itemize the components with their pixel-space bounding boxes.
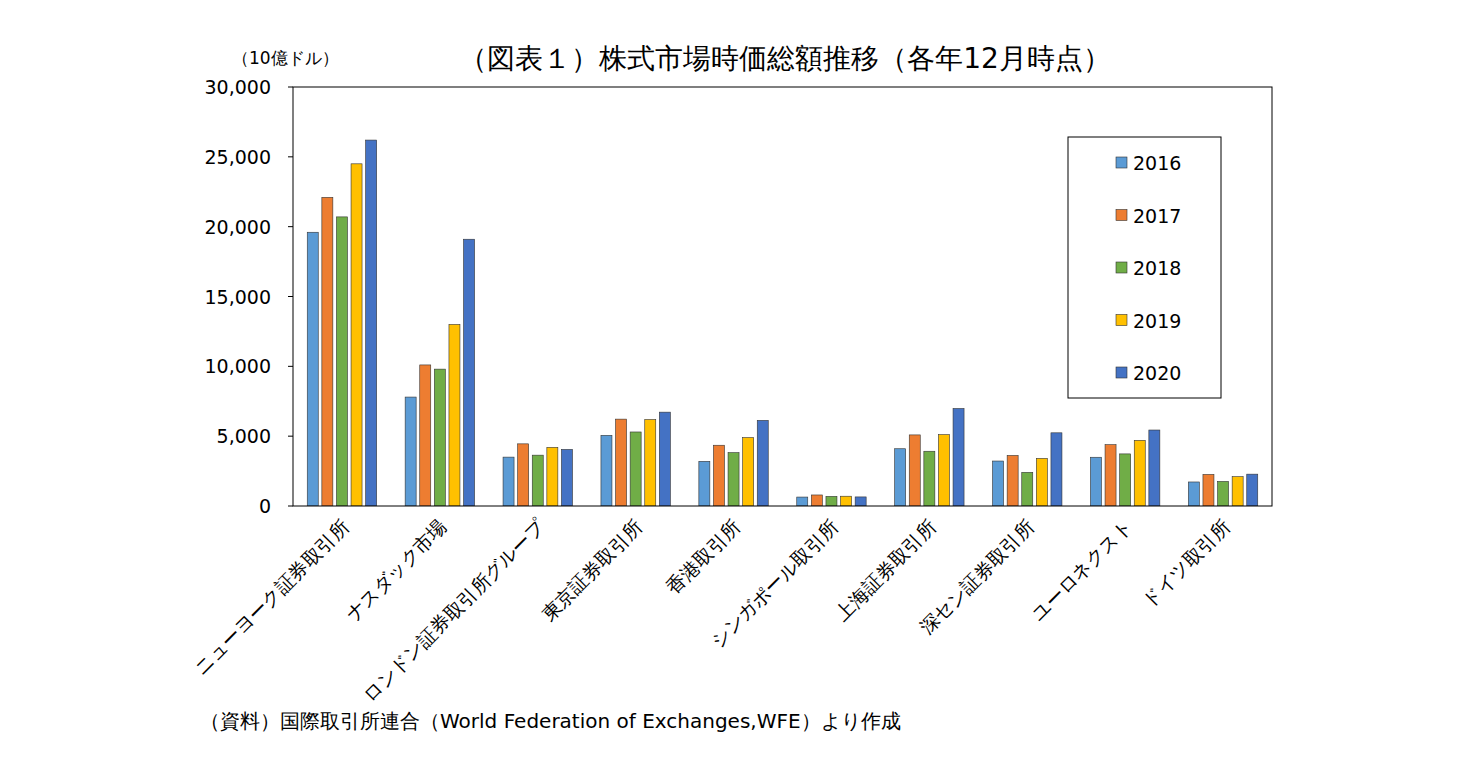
bar	[449, 324, 460, 506]
y-tick-label: 30,000	[205, 76, 271, 98]
bar	[1007, 455, 1018, 506]
bar	[405, 397, 416, 506]
bar	[630, 432, 641, 506]
legend-label: 2018	[1133, 257, 1181, 279]
y-axis-label: （10億ドル）	[232, 48, 339, 68]
y-tick	[288, 506, 293, 507]
bar	[322, 197, 333, 506]
x-tick-label: ナスダック市場	[341, 515, 451, 625]
bar	[713, 445, 724, 506]
bar	[645, 420, 656, 506]
y-tick	[288, 156, 293, 157]
legend-label: 2019	[1133, 310, 1181, 332]
bar	[366, 140, 377, 506]
legend-label: 2016	[1133, 152, 1181, 174]
bar	[1247, 474, 1258, 506]
y-tick-label: 10,000	[205, 355, 271, 377]
bar	[938, 435, 949, 506]
legend-swatch	[1116, 315, 1127, 326]
y-tick-label: 5,000	[217, 425, 271, 447]
x-tick-label: シンガポール取引所	[706, 515, 842, 651]
legend-swatch	[1116, 210, 1127, 221]
y-tick	[288, 366, 293, 367]
bar	[1149, 430, 1160, 506]
x-tick-label: ユーロネクスト	[1026, 515, 1136, 625]
legend-box	[1068, 137, 1221, 398]
bar	[855, 497, 866, 506]
x-tick-label: 東京証券取引所	[537, 515, 647, 625]
bar	[1120, 454, 1131, 506]
y-tick	[288, 436, 293, 437]
bar	[743, 438, 754, 506]
bar	[1105, 445, 1116, 506]
bar	[518, 444, 529, 506]
bar	[1188, 482, 1199, 506]
bar	[434, 369, 445, 506]
bar	[1232, 477, 1243, 506]
bar	[924, 451, 935, 506]
bar	[1022, 472, 1033, 506]
bar	[1051, 433, 1062, 506]
bar	[464, 239, 475, 506]
bar	[909, 435, 920, 506]
legend-label: 2020	[1133, 362, 1181, 384]
bar	[1090, 457, 1101, 506]
bar	[826, 496, 837, 506]
bar	[336, 217, 347, 506]
bar	[616, 419, 627, 506]
plot-frame	[293, 87, 1272, 506]
chart: （図表１）株式市場時価総額推移（各年12月時点） （10億ドル） （資料）国際取引所…	[0, 0, 1463, 767]
bar	[601, 435, 612, 506]
y-tick	[288, 296, 293, 297]
bar	[728, 453, 739, 506]
legend-swatch	[1116, 262, 1127, 273]
x-tick-label: 深セン証券取引所	[915, 515, 1038, 638]
y-tick	[288, 87, 293, 88]
bar	[895, 449, 906, 506]
bar	[561, 449, 572, 506]
bar	[1218, 481, 1229, 506]
legend-swatch	[1116, 157, 1127, 168]
bar	[503, 457, 514, 506]
bar	[1203, 474, 1214, 506]
bar	[547, 447, 558, 506]
legend-label: 2017	[1133, 205, 1181, 227]
bar	[1134, 440, 1145, 506]
bar	[420, 365, 431, 506]
bar	[699, 461, 710, 506]
bar	[797, 497, 808, 506]
bar	[659, 412, 670, 506]
bar	[841, 496, 852, 506]
title: （図表１）株式市場時価総額推移（各年12月時点）	[459, 42, 1111, 75]
y-tick-label: 0	[259, 495, 271, 517]
bar	[1036, 458, 1047, 506]
x-tick-label: ドイツ取引所	[1138, 515, 1234, 611]
bar	[532, 455, 543, 506]
source: （資料）国際取引所連合（World Federation of Exchange…	[200, 709, 901, 733]
bar	[811, 495, 822, 506]
bar	[351, 164, 362, 506]
y-tick-label: 15,000	[205, 286, 271, 308]
legend-swatch	[1116, 367, 1127, 378]
x-tick-label: ロンドン証券取引所グループ	[358, 515, 549, 706]
x-tick-label: ニューヨーク証券取引所	[189, 515, 352, 678]
x-tick-label: 香港取引所	[662, 515, 745, 598]
bar	[953, 409, 964, 506]
bar	[307, 232, 318, 506]
legend: 2016 2017 2018 2019 2020	[1068, 137, 1221, 398]
bar	[993, 461, 1004, 506]
y-tick-label: 20,000	[205, 216, 271, 238]
y-tick	[288, 226, 293, 227]
bar	[757, 420, 768, 506]
x-tick-label: 上海証券取引所	[831, 515, 941, 625]
y-tick-label: 25,000	[205, 146, 271, 168]
